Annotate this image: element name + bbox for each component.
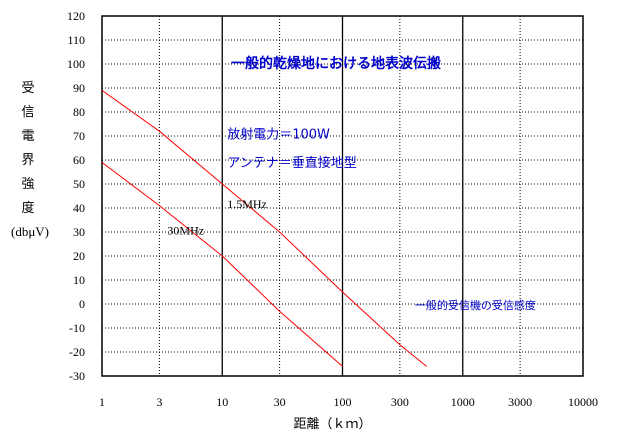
y-tick-label: 100: [67, 57, 85, 71]
annotation: アンテナ＝垂直接地型: [227, 155, 356, 171]
x-tick-label: 300: [391, 395, 409, 409]
y-tick-label: 120: [67, 9, 85, 23]
y-tick-label: 70: [73, 129, 85, 143]
y-tick-label: 110: [67, 33, 85, 47]
y-tick-label: -20: [69, 345, 85, 359]
x-tick-label: 10000: [568, 395, 598, 409]
y-label-char: 界: [21, 153, 34, 168]
y-label-char: 度: [21, 200, 34, 216]
series-label: 30MHz: [167, 223, 204, 237]
annotation: 放射電力＝100W: [227, 126, 330, 142]
series-label: 1.5MHz: [227, 197, 267, 211]
y-tick-label: 0: [79, 297, 85, 311]
y-label-char: 電: [21, 129, 34, 144]
y-tick-label: 80: [73, 105, 85, 119]
plot-frame: [101, 15, 584, 377]
series-line: [101, 162, 343, 367]
x-tick-labels: 1 3 10 30 100 300 1000 3000 10000: [99, 395, 598, 409]
y-label-char: 信: [21, 105, 34, 120]
y-tick-label: 40: [73, 201, 85, 215]
series-layer: [101, 89, 427, 367]
y-tick-label: -30: [69, 369, 85, 383]
y-label-char: 強: [21, 177, 34, 192]
x-tick-label: 30: [274, 395, 286, 409]
annotations: 1.5MHz 30MHz 放射電力＝100W アンテナ＝垂直接地型一般的受信機の受信感…: [167, 126, 535, 311]
x-tick-label: 1: [99, 395, 105, 409]
chart-title: 一般的乾燥地における地表波伝搬: [231, 55, 441, 72]
series-line: [101, 89, 427, 367]
x-tick-label: 10: [216, 395, 228, 409]
y-tick-label: 90: [73, 81, 85, 95]
x-tick-label: 3: [156, 395, 162, 409]
x-tick-label: 1000: [451, 395, 475, 409]
y-label-unit: (dbμV): [11, 224, 49, 239]
x-axis-label: 距離（ｋｍ）: [293, 417, 371, 432]
grid: [102, 16, 583, 376]
y-tick-label: 50: [73, 177, 85, 191]
y-label-char: 受: [21, 81, 34, 96]
x-tick-label: 3000: [508, 395, 532, 409]
y-tick-label: 10: [73, 273, 85, 287]
annotation: 一般的受信機の受信感度: [415, 298, 536, 312]
y-tick-label: 60: [73, 153, 85, 167]
y-tick-label: 20: [73, 249, 85, 263]
y-tick-label: -10: [69, 321, 85, 335]
y-tick-label: 30: [73, 225, 85, 239]
x-tick-label: 100: [334, 395, 352, 409]
